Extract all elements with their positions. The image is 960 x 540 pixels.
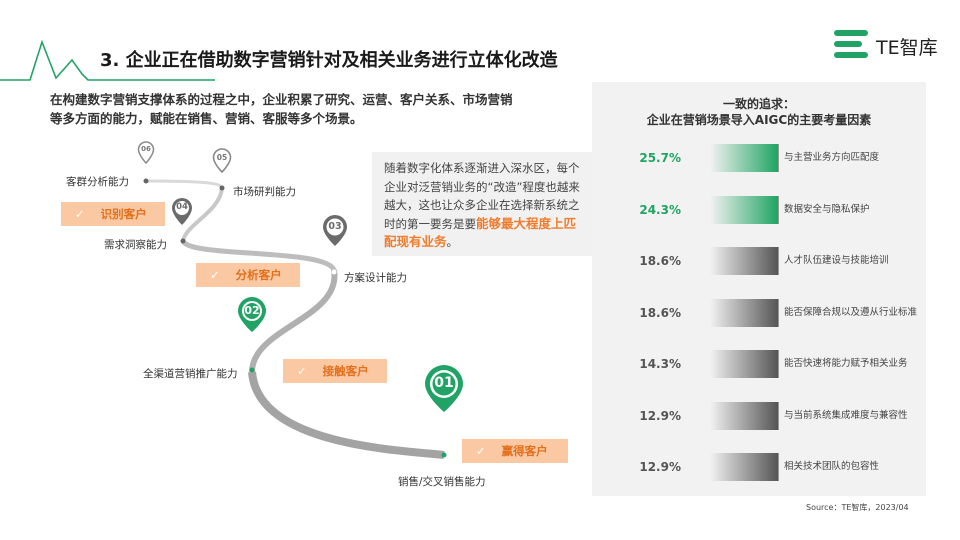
check-icon: ✓ (476, 444, 486, 458)
intro-line-1: 在构建数字营销支撑体系的过程之中，企业积累了研究、运营、客户关系、市场营销 (50, 92, 513, 107)
factor-label: 能否保障合规以及遵从行业标准 (784, 306, 918, 318)
callout-text: 随着数字化体系逐渐进入深水区，每个企业对泛营销业务的“改造”程度也越来越大，这也… (384, 159, 586, 252)
milestone-label-05: 市场研判能力 (233, 186, 296, 198)
map-pin-icon (137, 141, 155, 165)
factor-label: 能否快速将能力赋予相关业务 (784, 358, 908, 369)
milestone-pin-06: 06 (137, 141, 155, 165)
milestone-pin-03: 03 (322, 214, 348, 248)
map-pin-icon (172, 198, 192, 225)
factor-value: 12.9% (639, 460, 681, 474)
milestone-pin-02: 02 (237, 296, 267, 334)
map-pin-icon (425, 365, 463, 412)
factor-bar (710, 195, 778, 224)
factor-bar-row: 25.7% 与主营业务方向匹配度 (592, 144, 926, 172)
logo-text: TE智库 (876, 37, 938, 59)
pin-number: 05 (216, 153, 228, 162)
source-note: Source：TE智库，2023/04 (806, 503, 909, 512)
callout-body: 随着数字化体系逐渐进入深水区，每个企业对泛营销业务的“改造”程度也越来越大，这也… (384, 161, 580, 231)
factor-bar (710, 350, 778, 378)
factor-bar (710, 247, 778, 275)
check-icon: ✓ (210, 268, 220, 282)
panel-title-line-1: 一致的追求： (722, 97, 795, 111)
factor-bar-row: 18.6% 能否保障合规以及遵从行业标准 (592, 298, 926, 327)
map-pin-icon (212, 148, 232, 174)
factor-separator (778, 195, 779, 224)
factor-separator (778, 144, 779, 172)
badge-win-customer: ✓ 赢得客户 (462, 439, 568, 463)
intro-text: 在构建数字营销支撑体系的过程之中，企业积累了研究、运营、客户关系、市场营销 等多… (50, 90, 560, 128)
map-pin-icon (323, 215, 347, 246)
factor-value: 14.3% (639, 357, 681, 371)
pin-number: 06 (141, 145, 151, 153)
milestone-pin-01: 01 (424, 364, 464, 414)
milestone-label-04: 需求洞察能力 (104, 239, 167, 251)
factor-label: 相关技术团队的包容性 (784, 461, 880, 472)
badge-label: 赢得客户 (501, 444, 548, 458)
pin-number: 04 (176, 202, 188, 212)
pin-number: 03 (328, 221, 342, 232)
factor-value: 12.9% (639, 408, 681, 423)
factor-bar (710, 401, 778, 430)
factor-label: 数据安全与隐私保护 (784, 203, 870, 215)
pin-number: 02 (244, 304, 260, 317)
pin-number: 01 (434, 375, 454, 391)
milestone-label-03: 方案设计能力 (344, 272, 407, 284)
badge-reach-customer: ✓ 接触客户 (283, 359, 387, 383)
panel-title-line-2: 企业在营销场景导入AIGC的主要考量因素 (646, 113, 872, 127)
intro-line-2: 等多方面的能力，赋能在销售、营销、客服等多个场景。 (50, 111, 363, 126)
factor-bar (710, 453, 778, 481)
factor-value: 24.3% (639, 202, 681, 217)
factor-value: 18.6% (639, 254, 681, 268)
factor-separator (778, 247, 779, 275)
factor-separator (778, 453, 779, 481)
header-decoration (0, 39, 215, 81)
callout-end: 。 (446, 235, 459, 249)
factor-bar-row: 24.3% 数据安全与隐私保护 (592, 195, 926, 224)
te-logo-icon (834, 30, 868, 58)
factor-bar-row: 14.3% 能否快速将能力赋予相关业务 (592, 350, 926, 378)
check-icon: ✓ (75, 207, 85, 221)
factor-bar (710, 298, 778, 327)
callout-highlight: 能够最大程度上匹配现有业务 (384, 215, 577, 250)
milestone-label-02: 全渠道营销推广能力 (143, 368, 238, 380)
milestone-pin-05: 05 (212, 148, 232, 174)
factor-value: 18.6% (639, 305, 681, 320)
factor-bar-row: 12.9% 与当前系统集成难度与兼容性 (592, 401, 926, 430)
map-pin-icon (238, 297, 266, 332)
badge-analyze-customer: ✓ 分析客户 (196, 263, 300, 287)
factor-separator (778, 350, 779, 378)
milestone-label-06: 客群分析能力 (66, 176, 129, 188)
milestone-label-01: 销售/交叉销售能力 (398, 476, 486, 488)
badge-label: 分析客户 (235, 268, 282, 282)
factor-separator (778, 298, 779, 327)
check-icon: ✓ (297, 364, 307, 378)
factor-bar (710, 144, 778, 172)
aigc-factors-panel: 一致的追求： 企业在营销场景导入AIGC的主要考量因素 25.7% 与主营业务方向… (592, 82, 926, 496)
te-logo: TE智库 (834, 27, 944, 67)
factor-bar-row: 18.6% 人才队伍建设与技能培训 (592, 247, 926, 275)
badge-label: 接触客户 (322, 364, 369, 378)
factor-separator (778, 401, 779, 430)
factor-value: 25.7% (639, 151, 681, 165)
badge-identify-customer: ✓ 识别客户 (61, 202, 165, 226)
factor-label: 与主营业务方向匹配度 (784, 152, 880, 163)
badge-label: 识别客户 (100, 207, 147, 221)
factor-label: 与当前系统集成难度与兼容性 (784, 409, 908, 421)
milestone-pin-04: 04 (171, 197, 193, 227)
factor-bar-row: 12.9% 相关技术团队的包容性 (592, 453, 926, 481)
roadmap-path (143, 178, 447, 459)
callout-box: 随着数字化体系逐渐进入深水区，每个企业对泛营销业务的“改造”程度也越来越大，这也… (372, 152, 592, 256)
factor-label: 人才队伍建设与技能培训 (784, 255, 889, 266)
page-title: 3. 企业正在借助数字营销针对及相关业务进行立体化改造 (100, 50, 558, 71)
